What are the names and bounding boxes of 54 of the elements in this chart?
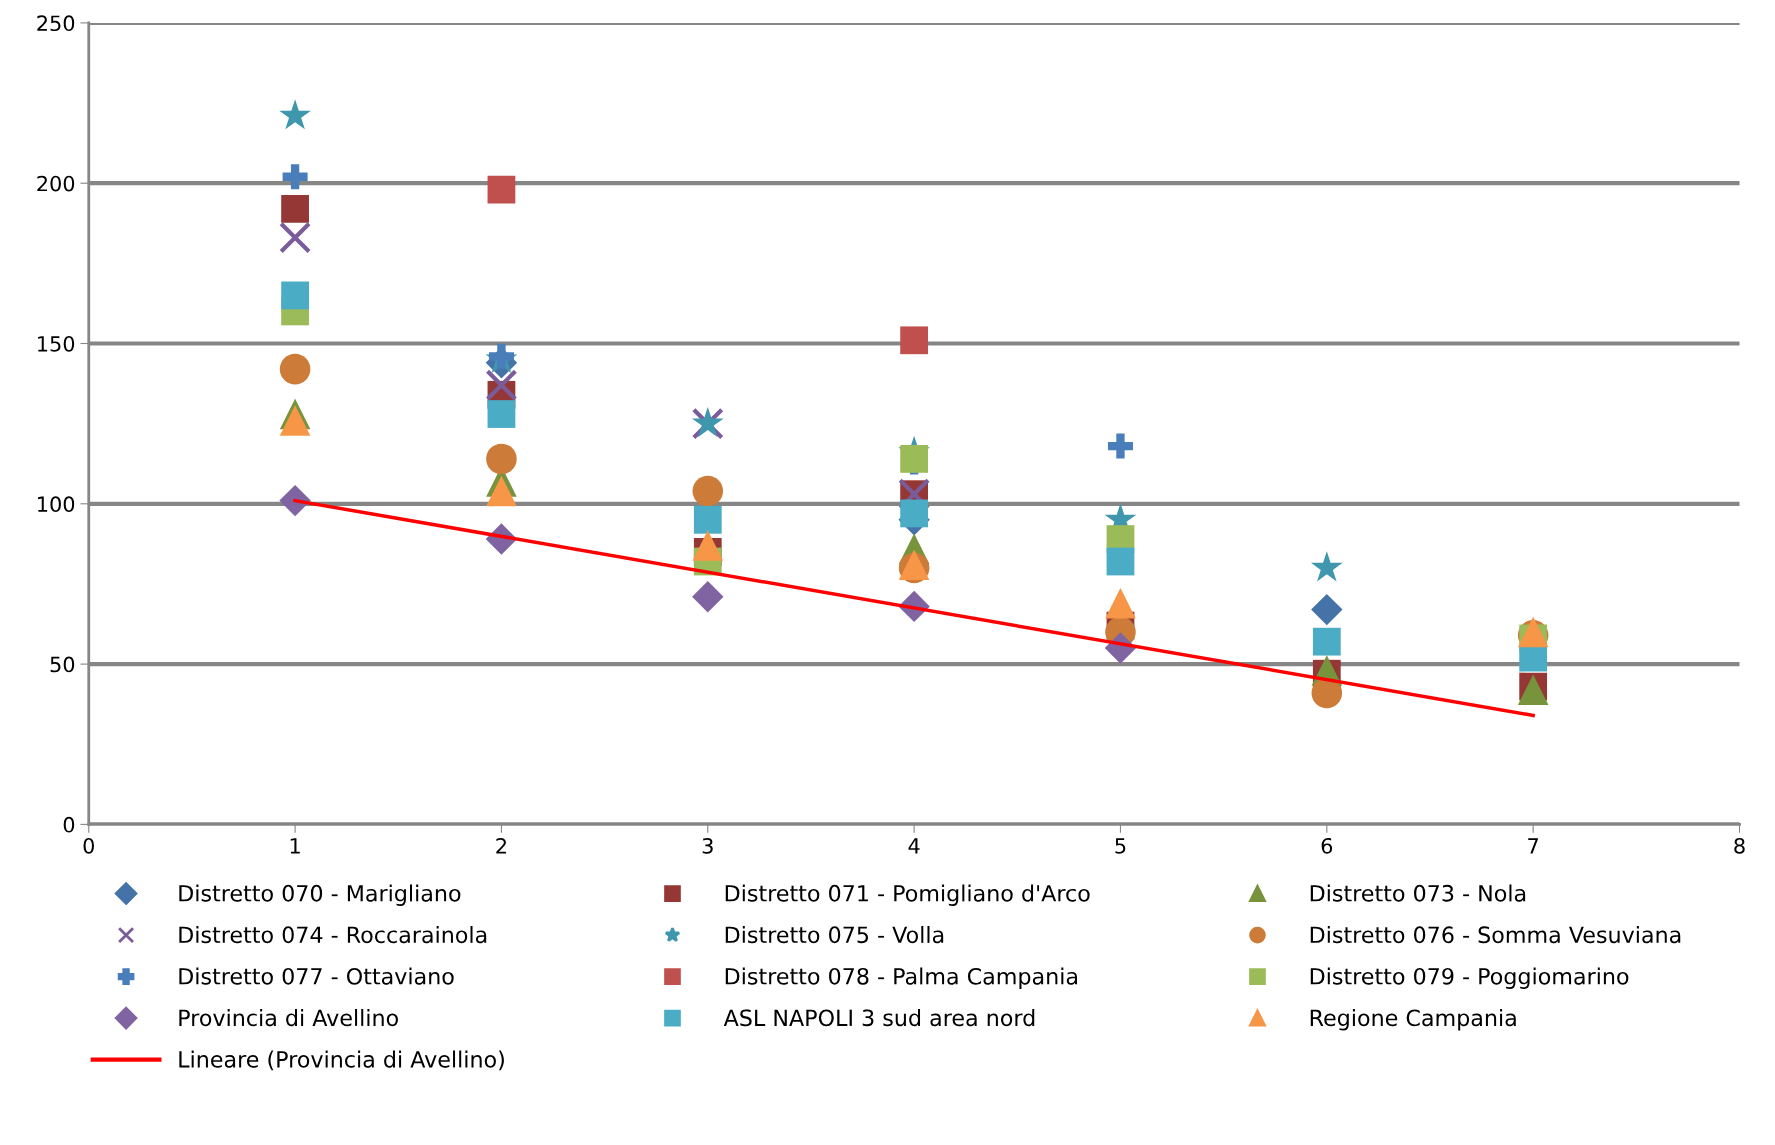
point [487,400,516,428]
point [279,353,311,385]
point [900,499,929,528]
y-tick-label: 100 [38,496,75,513]
legend-label: Distretto 076 - Somma Vesuviana [1310,925,1681,944]
x-tick-label: 8 [1734,837,1745,854]
legend-label: Lineare (Provincia di Avellino) [179,1050,504,1071]
legend-label: Distretto 079 - Poggiomarino [1310,967,1629,989]
y-tick-label: 250 [37,15,75,32]
point [486,443,517,475]
legend-label: Distretto 071 - Pomigliano d'Arco [725,884,1090,906]
legend-label: Provincia di Avellino [179,1009,398,1027]
legend-label: Distretto 074 - Roccarainola [179,925,487,944]
point [692,581,724,613]
point [1311,677,1343,709]
point [279,221,312,254]
x-tick-label: 3 [702,837,713,854]
point [282,164,308,190]
point [693,505,722,534]
legend-label: ASL NAPOLI 3 sud area nord [723,1009,1035,1027]
x-tick-label: 7 [1528,838,1538,854]
legend-label: Distretto 073 - Nola [1310,884,1526,902]
point [1106,547,1135,576]
point [900,445,929,473]
y-tick-label: 150 [38,335,75,352]
legend-label: Distretto 077 - Ottaviano [179,967,454,985]
y-tick-label: 50 [50,656,75,673]
point [279,99,311,130]
legend-label: Distretto 075 - Volla [725,925,944,944]
point [281,194,309,223]
x-tick-label: 5 [1115,838,1126,854]
x-tick-label: 1 [290,838,300,854]
point [487,175,516,204]
point [1312,627,1341,656]
point [1107,433,1133,459]
point [485,369,518,402]
point [486,475,517,507]
x-tick-label: 0 [83,837,94,854]
point [692,530,724,561]
point [1311,593,1343,626]
legend-label: Regione Campania [1310,1009,1516,1031]
x-tick-label: 2 [496,837,506,854]
point [692,475,724,507]
legend-label: Distretto 070 - Marigliano [179,884,461,906]
point [279,405,311,436]
x-tick-label: 4 [908,838,920,854]
point [1105,587,1136,619]
x-tick-label: 6 [1321,837,1333,854]
point [1310,551,1343,582]
legend-label: Distretto 078 - Palma Campania [725,967,1078,989]
y-tick-label: 200 [37,175,75,192]
point [281,281,309,310]
y-tick-label: 0 [63,816,75,833]
point [900,326,929,355]
